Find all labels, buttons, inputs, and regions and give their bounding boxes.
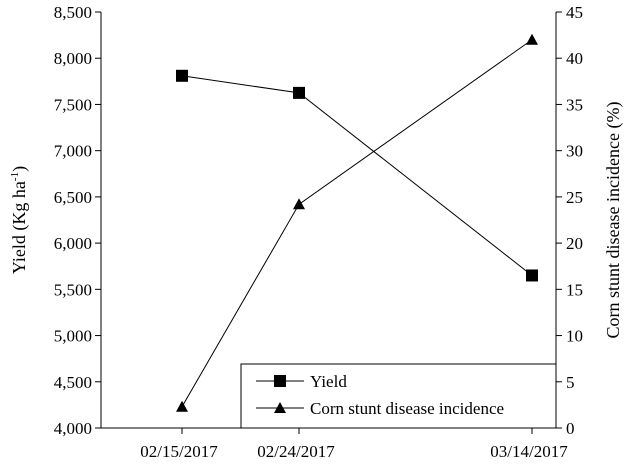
x-axis-ticks: 02/15/2017 02/24/2017 03/14/2017: [140, 428, 568, 461]
data-point-square: [526, 269, 538, 282]
y-left-tick-label: 4,500: [54, 373, 92, 392]
series-layer: [176, 33, 538, 412]
legend-marker-triangle: [274, 402, 286, 413]
series-line: [181, 75, 533, 276]
legend-label: Yield: [310, 372, 347, 391]
y-right-tick-label: 15: [566, 280, 583, 299]
right-axis-ticks: 0 5 10 15 20 25 30 35 40 45: [556, 3, 583, 438]
y-left-tick-label: 7,500: [54, 95, 92, 114]
legend-items: Yield Corn stunt disease incidence: [256, 372, 504, 418]
y-left-tick-label: 8,000: [54, 49, 92, 68]
legend-item: Corn stunt disease incidence: [256, 399, 504, 418]
legend-label: Corn stunt disease incidence: [310, 399, 504, 418]
left-axis-ticks: 4,000 4,500 5,000 5,500 6,000 6,500 7,000 7,500…: [54, 3, 101, 438]
y-left-tick-label: 4,000: [54, 419, 92, 438]
x-tick-label: 02/15/2017: [140, 442, 218, 461]
y-right-tick-label: 0: [566, 419, 575, 438]
y-right-tick-label: 30: [566, 142, 583, 161]
x-tick-label: 02/24/2017: [257, 442, 335, 461]
y-right-tick-label: 20: [566, 234, 583, 253]
y-left-tick-label: 7,000: [54, 142, 92, 161]
y-left-tick-label: 6,500: [54, 188, 92, 207]
data-point-triangle: [526, 33, 538, 45]
legend-box: [240, 363, 557, 429]
series-triangle: [176, 33, 538, 412]
data-point-triangle: [176, 400, 188, 412]
y-left-tick-label: 6,000: [54, 234, 92, 253]
legend: Yield Corn stunt disease incidence: [240, 363, 557, 429]
y-left-tick-label: 5,500: [54, 280, 92, 299]
y-right-tick-label: 45: [566, 3, 583, 22]
x-tick-label: 03/14/2017: [490, 442, 568, 461]
y-left-axis-title: Yield (Kg ha-1): [9, 166, 30, 274]
series-line: [181, 39, 533, 407]
y-right-tick-label: 10: [566, 327, 583, 346]
series-square: [176, 69, 538, 282]
y-left-axis-title-superscript: -1: [9, 172, 21, 181]
y-right-tick-label: 35: [566, 95, 583, 114]
y-right-tick-label: 40: [566, 49, 583, 68]
y-right-tick-label: 25: [566, 188, 583, 207]
y-left-tick-label: 5,000: [54, 327, 92, 346]
y-right-tick-label: 5: [566, 373, 575, 392]
y-left-tick-label: 8,500: [54, 3, 92, 22]
data-point-square: [293, 86, 305, 99]
data-point-square: [176, 69, 188, 82]
data-point-triangle: [293, 198, 305, 210]
legend-item: Yield: [256, 372, 347, 391]
legend-marker-square: [274, 375, 286, 387]
y-right-axis-title: Corn stunt disease incidence (%): [603, 102, 624, 339]
